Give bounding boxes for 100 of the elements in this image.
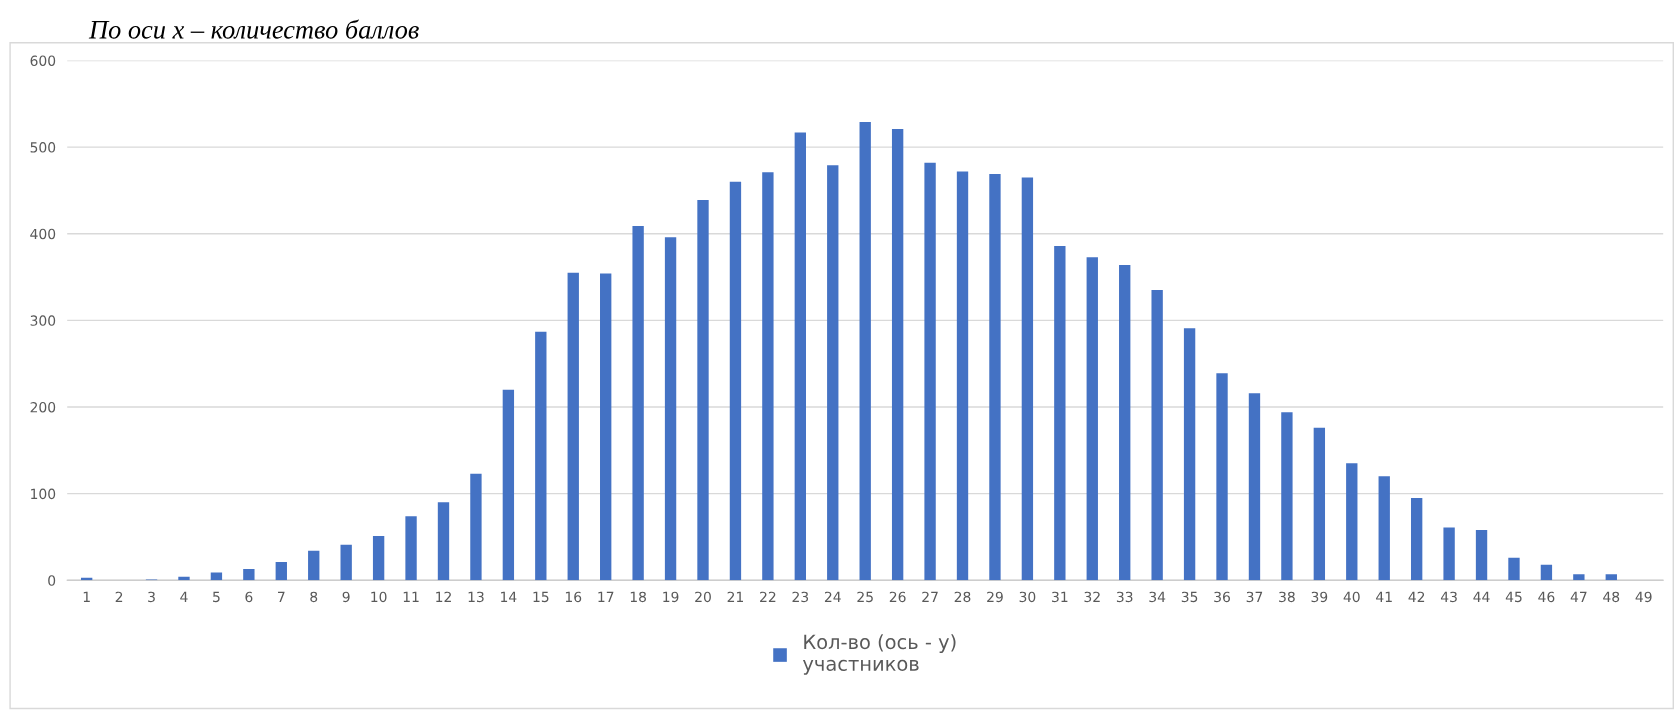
x-tick-label: 26 (889, 591, 906, 603)
x-tick-label: 39 (1311, 591, 1328, 603)
x-tick-label: 21 (727, 591, 743, 602)
bar (243, 569, 255, 581)
x-tick-label: 43 (1440, 591, 1457, 603)
bar (308, 550, 320, 581)
x-tick-label: 38 (1279, 591, 1295, 603)
x-tick-label: 46 (1538, 591, 1555, 603)
bar (210, 572, 223, 581)
x-tick-label: 44 (1473, 591, 1490, 602)
x-tick-label: 2 (115, 591, 123, 602)
legend-label: Кол-во (ось - у) участников (802, 634, 956, 675)
x-tick-label: 9 (342, 591, 350, 603)
bar (891, 128, 904, 581)
bar (632, 225, 644, 581)
bar (1151, 290, 1163, 581)
x-tick-label: 29 (987, 591, 1003, 603)
x-tick-label: 27 (922, 591, 938, 602)
bar (664, 237, 677, 581)
bar (956, 171, 969, 581)
y-tick-label: 500 (30, 142, 56, 153)
bar (762, 172, 774, 581)
x-tick-label: 30 (1019, 591, 1036, 603)
x-tick-label: 7 (278, 591, 285, 602)
x-tick-label: 4 (180, 591, 188, 602)
x-tick-label: 14 (501, 591, 517, 602)
bar (989, 174, 1001, 581)
x-tick-label: 1 (83, 591, 90, 602)
x-tick-label: 25 (857, 591, 873, 603)
x-tick-label: 3 (148, 591, 155, 603)
y-tick-label: 300 (30, 315, 56, 326)
bar (600, 273, 612, 581)
x-tick-label: 17 (598, 591, 614, 602)
x-tick-label: 45 (1505, 591, 1522, 603)
bar (1054, 245, 1066, 581)
x-tick-label: 13 (468, 591, 484, 603)
x-tick-label: 40 (1343, 591, 1360, 603)
bar (1605, 574, 1617, 581)
bar (470, 473, 482, 581)
x-tick-label: 6 (245, 591, 253, 603)
bar (502, 389, 515, 581)
bar (1313, 427, 1326, 581)
bar (1378, 476, 1390, 581)
bar (567, 272, 579, 581)
bar (178, 576, 190, 581)
x-tick-label: 47 (1570, 591, 1587, 602)
x-tick-label: 16 (565, 591, 582, 603)
bar (1475, 530, 1488, 581)
x-tick-label: 18 (630, 591, 647, 603)
x-tick-label: 8 (310, 591, 318, 603)
x-tick-label: 41 (1376, 591, 1392, 602)
x-tick-label: 24 (824, 591, 841, 602)
x-tick-label: 5 (213, 591, 220, 603)
y-tick-label: 600 (30, 55, 56, 66)
y-tick-label: 200 (30, 402, 56, 413)
x-tick-label: 33 (1116, 591, 1133, 603)
bar (405, 516, 417, 581)
bar (1021, 177, 1034, 581)
bar (1086, 257, 1098, 581)
x-tick-label: 37 (1246, 591, 1263, 603)
y-tick-label: 0 (48, 575, 56, 586)
bar (1119, 264, 1131, 581)
bar (437, 502, 450, 581)
bar (1216, 373, 1228, 581)
bar (794, 132, 806, 581)
x-tick-label: 31 (1052, 591, 1068, 603)
x-tick-label: 10 (371, 591, 387, 603)
y-tick-label: 100 (31, 488, 56, 500)
bar (1183, 328, 1196, 581)
bar (535, 331, 547, 581)
x-tick-label: 32 (1084, 591, 1100, 603)
bar (1573, 574, 1585, 581)
x-tick-label: 11 (403, 591, 419, 602)
x-tick-label: 23 (792, 591, 809, 603)
x-tick-label: 28 (954, 591, 971, 603)
x-tick-label: 22 (760, 591, 776, 602)
bar (1346, 463, 1358, 581)
x-tick-label: 34 (1149, 591, 1166, 603)
bar (1540, 564, 1553, 581)
chart-title: По оси х – количество баллов (88, 19, 419, 39)
x-tick-label: 35 (1181, 591, 1198, 603)
bar (1443, 527, 1455, 581)
bar (372, 536, 385, 581)
bar (1281, 412, 1293, 581)
bar (1248, 393, 1261, 581)
bar (275, 562, 287, 581)
bar (859, 122, 871, 581)
x-tick-label: 19 (663, 591, 679, 603)
x-tick-label: 15 (533, 591, 549, 603)
x-tick-label: 48 (1603, 591, 1620, 603)
x-tick-label: 20 (695, 591, 711, 603)
x-tick-label: 42 (1408, 591, 1425, 602)
bar (729, 181, 742, 581)
bar (1410, 497, 1423, 581)
x-tick-label: 36 (1214, 591, 1230, 603)
x-tick-label: 12 (436, 591, 451, 602)
bar (827, 165, 839, 581)
bar (340, 544, 352, 581)
bar (924, 162, 936, 581)
bar (1508, 557, 1520, 581)
